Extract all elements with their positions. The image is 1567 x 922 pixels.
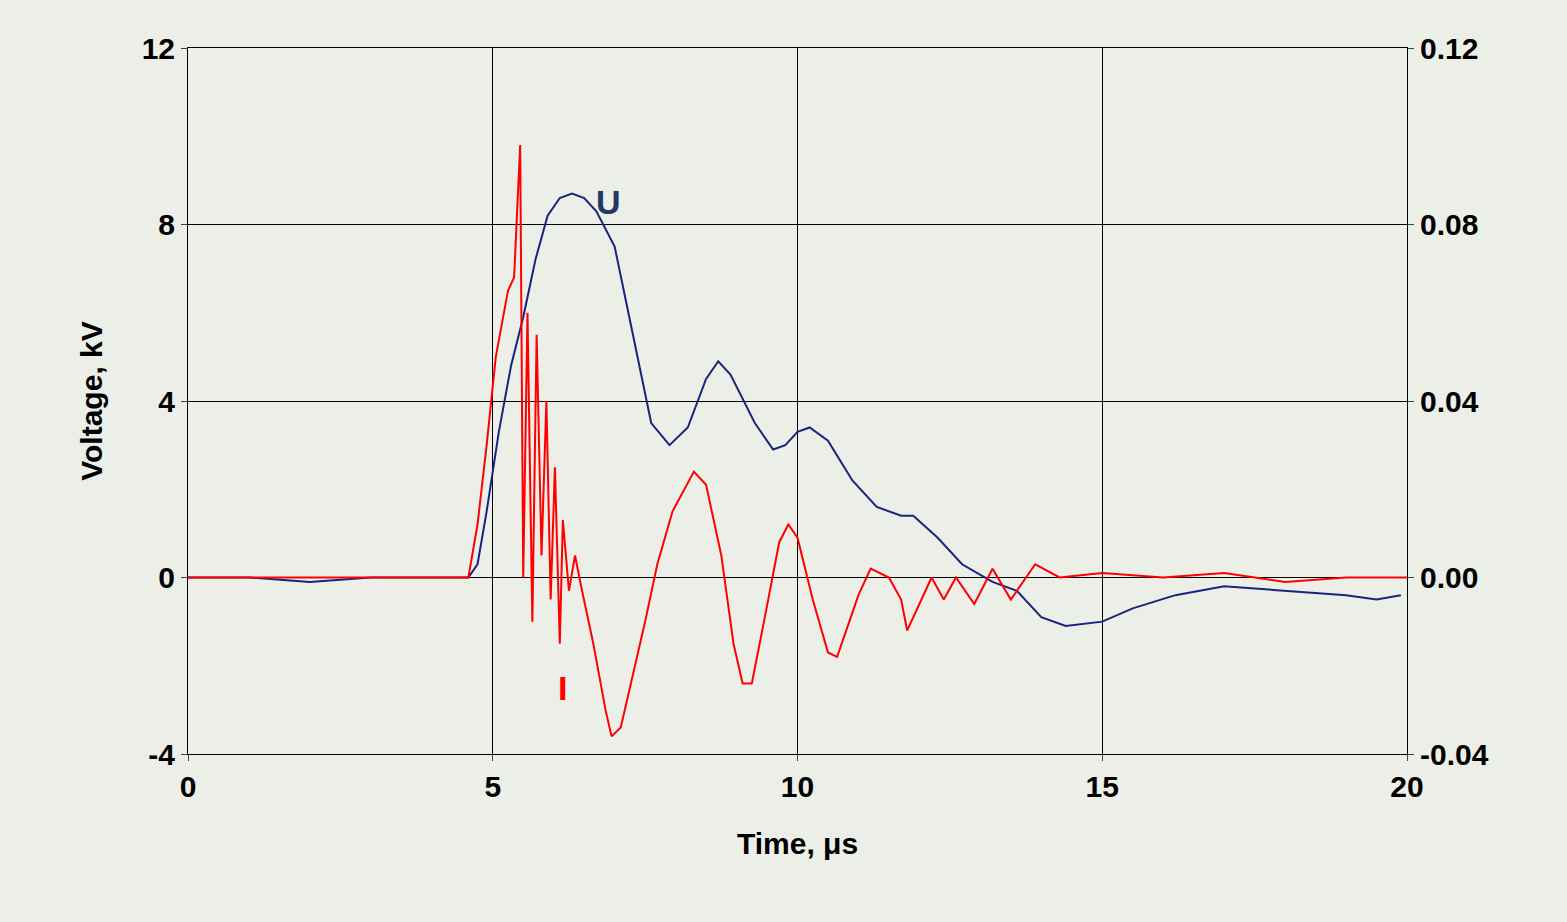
svg-text:5: 5 <box>484 770 501 803</box>
svg-text:0: 0 <box>158 561 175 594</box>
svg-text:0.08: 0.08 <box>1420 208 1478 241</box>
svg-text:10: 10 <box>781 770 814 803</box>
svg-text:8: 8 <box>158 208 175 241</box>
svg-text:U: U <box>596 183 621 221</box>
svg-text:0.00: 0.00 <box>1420 561 1478 594</box>
svg-text:0: 0 <box>180 770 197 803</box>
svg-text:Time, μs: Time, μs <box>737 827 858 860</box>
svg-text:4: 4 <box>158 385 175 418</box>
svg-text:I: I <box>558 669 567 707</box>
svg-text:20: 20 <box>1390 770 1423 803</box>
svg-text:-4: -4 <box>148 738 175 771</box>
svg-text:15: 15 <box>1086 770 1119 803</box>
svg-text:Voltage, kV: Voltage, kV <box>75 321 108 481</box>
svg-text:0.12: 0.12 <box>1420 32 1478 65</box>
svg-text:0.04: 0.04 <box>1420 385 1479 418</box>
svg-text:12: 12 <box>142 32 175 65</box>
svg-text:-0.04: -0.04 <box>1420 738 1489 771</box>
